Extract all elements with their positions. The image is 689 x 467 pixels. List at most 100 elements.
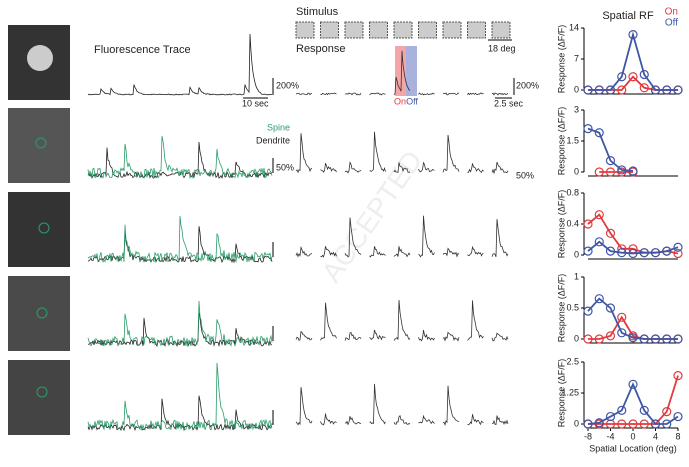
y-tick-label: 3 [574,104,579,114]
trace [87,141,273,180]
spine-roi [36,386,48,398]
data-point [594,128,604,138]
y-tick-label: 1.5 [566,135,579,145]
trace [418,329,435,342]
y-tick-label: 0.4 [566,218,579,228]
data-point [617,85,627,95]
y-tick-label: 0 [574,418,579,428]
data-point [628,379,638,389]
x-tick-label: -8 [584,431,592,441]
trace [320,92,337,96]
trace [369,246,386,258]
data-point [639,419,649,429]
data-point [628,419,638,429]
spine-roi [35,137,47,149]
y-tick-label: 0 [574,249,579,259]
y-axis-label: Response (ΔF/F) [556,107,566,176]
data-point [617,312,627,322]
data-point [594,167,604,177]
data-point [639,405,649,415]
data-point [605,228,616,238]
trace [442,247,460,258]
data-point [617,72,627,82]
scale-label: 200% [276,80,299,90]
y-axis-label: Response (ΔF/F) [556,190,566,259]
data-point [639,248,649,258]
y-tick-label: 0 [574,333,579,343]
off-window [406,46,417,96]
data-point [617,419,627,429]
trace [87,33,273,96]
stimulus-square [393,21,413,39]
x-tick-label: 4 [653,431,658,441]
trace [320,413,337,426]
x-tick-label: 8 [675,431,680,441]
data-point [628,166,638,176]
trace [87,300,273,347]
y-axis-label: Response (ΔF/F) [556,25,566,94]
trace [320,163,337,173]
trace [393,414,411,425]
data-point [673,248,683,259]
trace [344,92,362,96]
trace [467,245,484,257]
trace [393,50,411,96]
y-tick-label: 1.25 [561,387,579,397]
data-point [605,85,616,95]
trace [467,300,484,341]
data-point [639,83,649,93]
y-axis-label: Response (ΔF/F) [556,359,566,428]
trace [491,219,509,258]
stimulus-square [418,21,437,39]
data-point [605,331,616,341]
data-point [673,242,683,252]
data-point [617,248,627,258]
data-point [583,334,593,344]
data-point [594,237,604,247]
trace [87,215,273,264]
legend-entry: Off [665,18,678,29]
fit-line [587,382,679,425]
data-point [594,334,604,344]
trace [295,330,313,341]
data-point [628,72,638,82]
trace-title: Fluorescence Trace [94,44,191,56]
trace [87,312,273,348]
stimulus-square [491,21,511,39]
data-point [583,246,593,256]
trace [467,92,484,96]
trace [344,416,362,426]
data-point [594,294,604,304]
data-point [594,418,604,428]
x-axis-label: Spatial Location (deg) [589,443,677,453]
data-point [628,30,638,40]
data-point [583,219,593,229]
y-tick-label: 0.8 [566,187,579,197]
trace [491,161,509,175]
spine-roi [38,222,50,234]
y-tick-label: 14 [569,22,579,32]
trace [295,133,313,174]
data-point [650,334,661,344]
trace [442,92,459,96]
legend-dendrite: Dendrite [256,135,290,145]
image [8,360,70,435]
trace [344,161,362,174]
trace [295,92,312,96]
image [8,108,70,183]
trace [442,385,459,426]
data-point [583,306,593,316]
legend-spine: Spine [267,122,290,132]
stimulus-label: Stimulus [296,6,339,18]
data-point [583,124,593,134]
trace [393,246,411,258]
y-tick-label: 0 [574,84,579,94]
trace [87,362,273,431]
trace [369,383,386,425]
x-tick-label: -4 [606,431,614,441]
scale-label: 50% [276,162,294,172]
y-tick-label: 7 [574,53,579,63]
trace [87,136,273,179]
trace [393,162,411,174]
